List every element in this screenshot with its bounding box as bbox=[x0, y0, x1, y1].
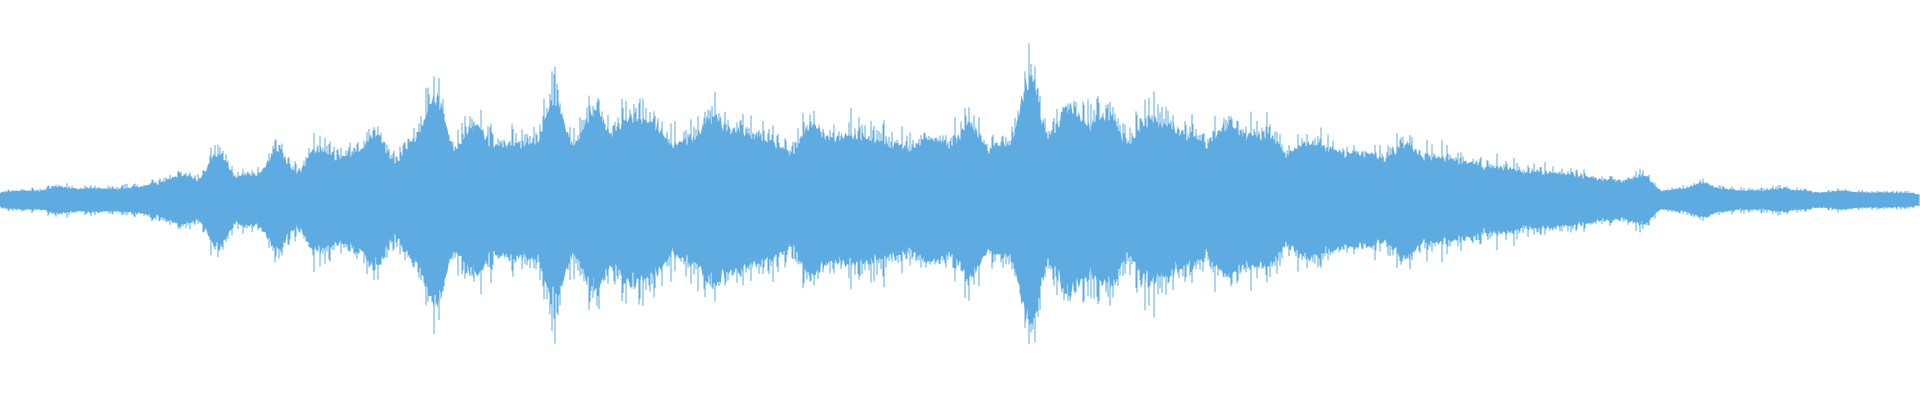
waveform-strands bbox=[0, 43, 1920, 344]
